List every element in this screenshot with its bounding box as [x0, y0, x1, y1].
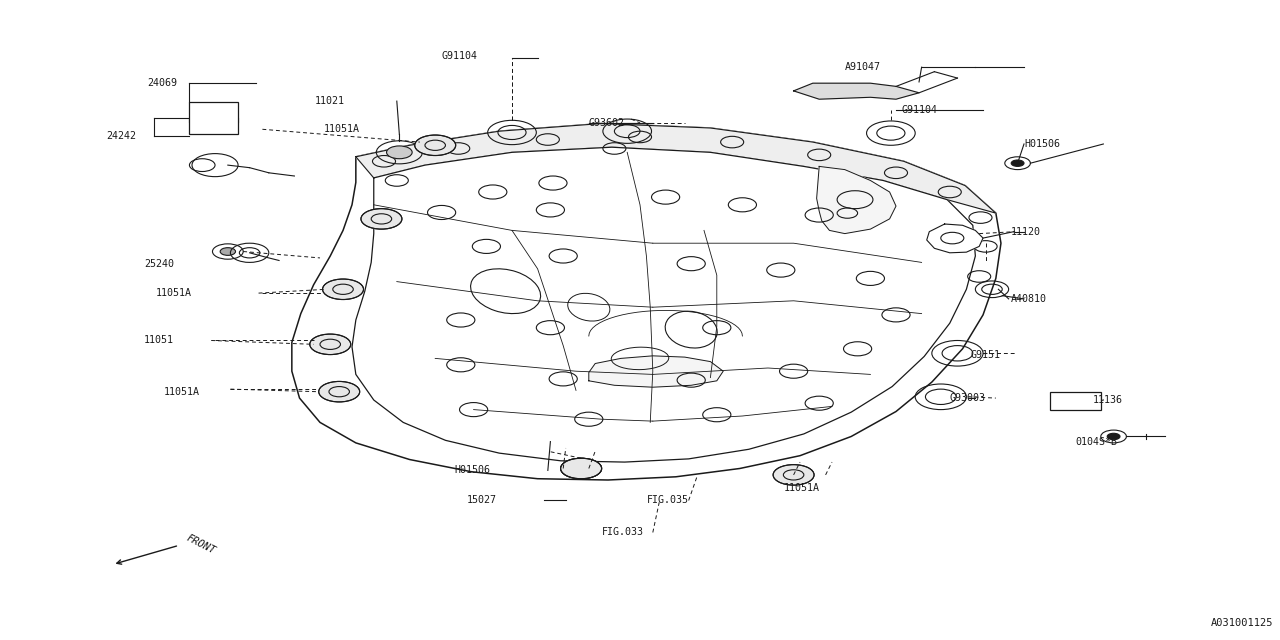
Text: G93003: G93003	[950, 393, 986, 403]
Text: A031001125: A031001125	[1211, 618, 1274, 628]
Circle shape	[323, 279, 364, 300]
Text: G93602: G93602	[589, 118, 625, 128]
Text: G91104: G91104	[901, 105, 937, 115]
Text: 11051A: 11051A	[156, 288, 192, 298]
Text: G9151: G9151	[970, 349, 1000, 360]
Polygon shape	[356, 124, 996, 213]
Text: 11051: 11051	[143, 335, 173, 346]
Text: 11051A: 11051A	[164, 387, 200, 397]
Circle shape	[561, 458, 602, 479]
Circle shape	[1011, 160, 1024, 166]
Text: FRONT: FRONT	[184, 532, 216, 556]
Circle shape	[561, 458, 602, 479]
Text: 11051A: 11051A	[783, 483, 819, 493]
Text: 24069: 24069	[147, 78, 177, 88]
Circle shape	[773, 465, 814, 485]
Polygon shape	[794, 83, 919, 99]
Text: 24242: 24242	[106, 131, 136, 141]
Polygon shape	[352, 147, 975, 462]
Circle shape	[387, 146, 412, 159]
Text: FIG.035: FIG.035	[646, 495, 689, 506]
Text: 11021: 11021	[315, 96, 344, 106]
Text: 25240: 25240	[145, 259, 174, 269]
Polygon shape	[817, 166, 896, 234]
Text: 11136: 11136	[1093, 395, 1123, 405]
Circle shape	[1107, 433, 1120, 440]
Text: 0104S*B: 0104S*B	[1075, 436, 1117, 447]
Text: 11120: 11120	[1011, 227, 1041, 237]
Circle shape	[220, 248, 236, 255]
FancyBboxPatch shape	[1050, 392, 1101, 410]
Text: H01506: H01506	[1024, 139, 1060, 149]
Text: H01506: H01506	[454, 465, 490, 476]
Text: FIG.033: FIG.033	[602, 527, 644, 538]
Text: 11051A: 11051A	[324, 124, 360, 134]
Circle shape	[361, 209, 402, 229]
Circle shape	[310, 334, 351, 355]
Polygon shape	[927, 224, 983, 253]
Polygon shape	[292, 124, 1001, 480]
Circle shape	[319, 381, 360, 402]
Text: A40810: A40810	[1011, 294, 1047, 304]
Circle shape	[415, 135, 456, 156]
Text: 15027: 15027	[467, 495, 497, 506]
Text: G91104: G91104	[442, 51, 477, 61]
Polygon shape	[589, 356, 723, 387]
Text: A91047: A91047	[845, 62, 881, 72]
Bar	[189, 102, 238, 134]
